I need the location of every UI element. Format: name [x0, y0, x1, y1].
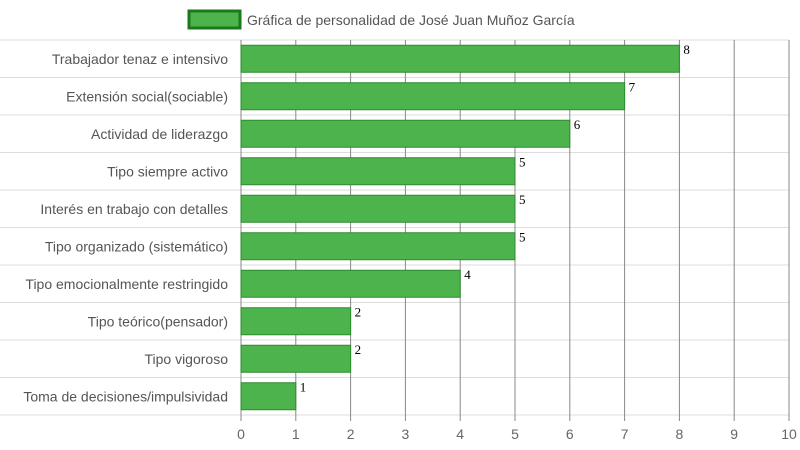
data-label: 6 — [574, 117, 581, 132]
category-label: Trabajador tenaz e intensivo — [52, 51, 228, 67]
bars — [240, 44, 680, 411]
legend[interactable]: Gráfica de personalidad de José Juan Muñ… — [187, 9, 575, 30]
category-label: Tipo siempre activo — [107, 163, 228, 179]
category-label: Actividad de liderazgo — [91, 126, 228, 142]
x-tick-label: 4 — [456, 426, 464, 442]
x-axis-ticks: 0 1 2 3 4 5 6 7 8 9 10 — [237, 426, 797, 442]
data-label: 2 — [355, 304, 362, 319]
data-labels: 8 7 6 5 5 5 4 2 2 1 — [300, 42, 690, 395]
bar — [240, 157, 516, 186]
bar — [240, 232, 516, 261]
data-label: 2 — [355, 342, 362, 357]
category-label: Interés en trabajo con detalles — [40, 201, 228, 217]
category-label: Tipo vigoroso — [144, 351, 228, 367]
data-label: 7 — [629, 79, 636, 94]
x-tick-label: 10 — [781, 426, 797, 442]
x-tick-label: 8 — [676, 426, 684, 442]
x-tick-label: 7 — [621, 426, 629, 442]
bar — [240, 344, 352, 373]
category-label: Tipo organizado (sistemático) — [45, 238, 228, 254]
category-label: Tipo teórico(pensador) — [88, 313, 228, 329]
bar — [240, 269, 461, 298]
category-label: Tipo emocionalmente restringido — [25, 276, 228, 292]
data-label: 5 — [519, 154, 526, 169]
x-tick-label: 2 — [347, 426, 355, 442]
data-label: 1 — [300, 379, 307, 394]
bar — [240, 307, 352, 336]
bar — [240, 82, 626, 111]
data-label: 5 — [519, 192, 526, 207]
category-label: Toma de decisiones/impulsividad — [23, 388, 228, 404]
bar — [240, 119, 571, 148]
data-label: 5 — [519, 229, 526, 244]
bar — [240, 382, 297, 411]
data-label: 4 — [464, 267, 471, 282]
category-labels: Trabajador tenaz e intensivo Extensión so… — [23, 51, 228, 405]
category-label: Extensión social(sociable) — [66, 88, 228, 104]
x-tick-label: 5 — [511, 426, 519, 442]
data-label: 8 — [683, 42, 690, 57]
bar — [240, 194, 516, 223]
x-tick-label: 9 — [730, 426, 738, 442]
x-tick-label: 6 — [566, 426, 574, 442]
legend-label: Gráfica de personalidad de José Juan Muñ… — [247, 12, 575, 28]
legend-swatch — [187, 9, 242, 30]
x-tick-label: 1 — [292, 426, 300, 442]
x-tick-label: 3 — [402, 426, 410, 442]
bar — [240, 44, 680, 73]
x-tick-label: 0 — [237, 426, 245, 442]
